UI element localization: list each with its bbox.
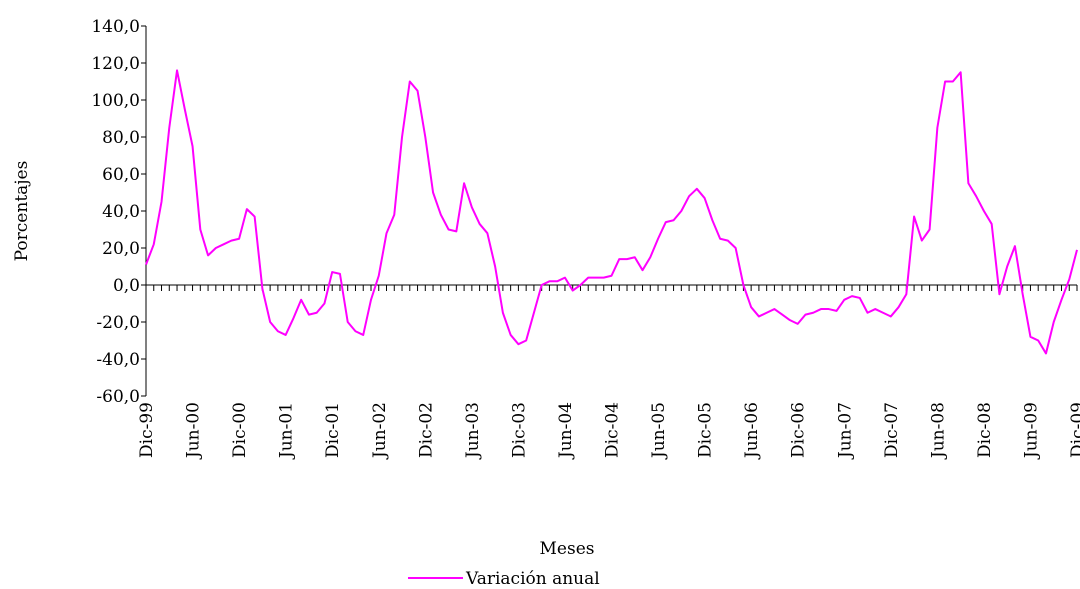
x-tick-label: Dic-05 [696, 402, 716, 458]
y-tick-label: 0,0 [113, 276, 140, 296]
x-tick-label: Jun-00 [184, 402, 204, 460]
legend-label: Variación anual [465, 569, 600, 589]
x-tick-label: Dic-09 [1068, 402, 1080, 458]
x-tick-label: Jun-05 [649, 402, 669, 460]
x-tick-label: Dic-07 [882, 402, 902, 458]
y-tick-label: 80,0 [102, 128, 140, 148]
x-tick-label: Dic-03 [509, 402, 529, 458]
y-tick-label: 60,0 [102, 165, 140, 185]
y-tick-label: 120,0 [91, 54, 140, 74]
x-tick-label: Jun-06 [742, 402, 762, 460]
x-tick-label: Jun-02 [370, 402, 390, 460]
y-axis-title: Porcentajes [12, 161, 32, 262]
y-tick-label: -60,0 [96, 387, 140, 407]
x-tick-label: Dic-06 [789, 402, 809, 458]
x-tick-label: Jun-08 [928, 402, 948, 460]
y-tick-label: -40,0 [96, 350, 140, 370]
y-tick-label: 100,0 [91, 91, 140, 111]
x-tick-label: Jun-03 [463, 402, 483, 460]
x-tick-label: Dic-00 [230, 402, 250, 458]
x-tick-label: Jun-04 [556, 402, 576, 460]
y-tick-label: 140,0 [91, 17, 140, 37]
x-tick-label: Dic-02 [416, 402, 436, 458]
y-tick-label: 20,0 [102, 239, 140, 259]
y-tick-label: 40,0 [102, 202, 140, 222]
x-axis-title: Meses [540, 539, 595, 559]
x-tick-label: Dic-08 [975, 402, 995, 458]
x-tick-label: Dic-04 [603, 402, 623, 458]
x-tick-label: Dic-01 [323, 402, 343, 458]
x-tick-label: Jun-07 [835, 402, 855, 460]
series-line [145, 69, 1078, 355]
x-tick-label: Dic-99 [137, 402, 157, 458]
x-tick-label: Jun-01 [277, 402, 297, 460]
x-tick-label: Jun-09 [1021, 402, 1041, 460]
y-tick-label: -20,0 [96, 313, 140, 333]
